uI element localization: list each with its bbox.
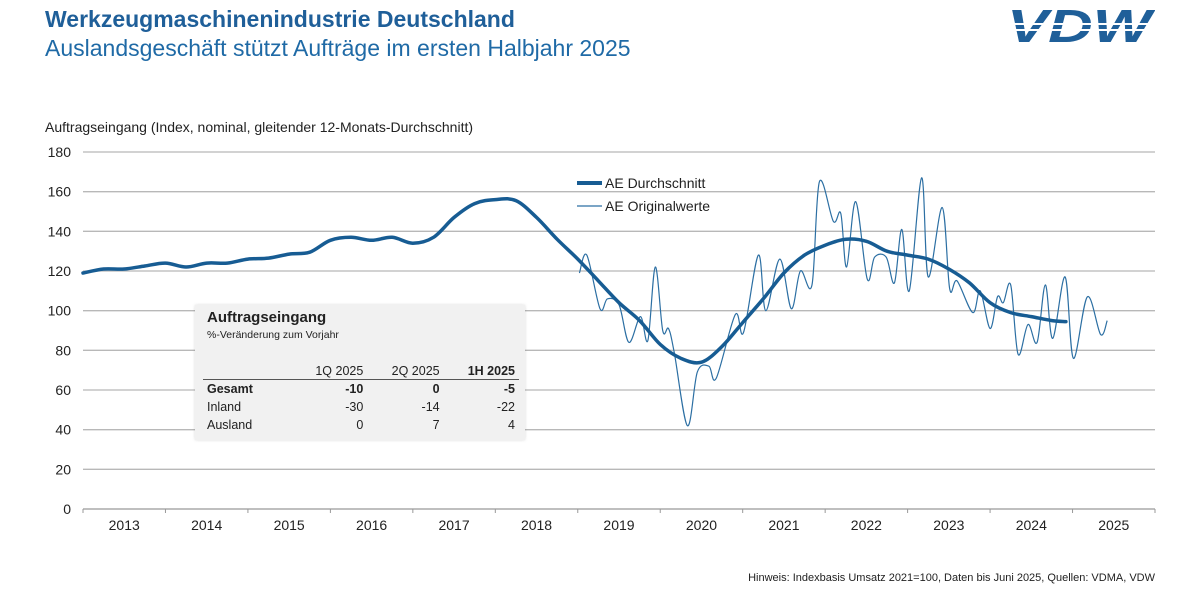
x-tick-label: 2018 [521, 517, 552, 533]
x-tick-label: 2023 [933, 517, 964, 533]
cell: -14 [421, 400, 440, 414]
vdw-logo: VDW [1005, 4, 1155, 46]
x-tick-label: 2025 [1098, 517, 1129, 533]
table-header-row: 1Q 2025 2Q 2025 1H 2025 [203, 362, 519, 380]
x-tick-label: 2019 [603, 517, 634, 533]
x-tick-label: 2013 [109, 517, 140, 533]
x-tick-label: 2024 [1016, 517, 1047, 533]
table-row: Ausland 0 7 4 [203, 416, 519, 434]
table-row: Inland -30 -14 -22 [203, 398, 519, 416]
series-line-ae-durchschnitt [81, 197, 1068, 365]
y-tick-label: 120 [48, 263, 72, 279]
x-tick-label: 2020 [686, 517, 717, 533]
cell: -22 [496, 400, 515, 414]
source-note: Hinweis: Indexbasis Umsatz 2021=100, Dat… [748, 572, 1155, 584]
chart-subtitle: Auslandsgeschäft stützt Aufträge im erst… [45, 35, 631, 61]
x-tick-label: 2022 [851, 517, 882, 533]
table-title: Auftragseingang [207, 309, 327, 326]
x-tick-label: 2017 [438, 517, 469, 533]
table: 1Q 2025 2Q 2025 1H 2025 Gesamt -10 0 -5 … [203, 362, 519, 434]
y-tick-label: 60 [55, 382, 71, 398]
legend-label-average: AE Durchschnitt [605, 175, 705, 191]
y-tick-label: 40 [55, 422, 71, 438]
order-intake-table: Auftragseingang %-Veränderung zum Vorjah… [195, 305, 525, 440]
row-label: Inland [207, 400, 242, 414]
row-label: Ausland [207, 418, 253, 432]
cell: -10 [345, 382, 364, 396]
y-tick-label: 0 [63, 501, 71, 517]
legend: AE Durchschnitt AE Originalwerte [577, 175, 710, 214]
x-tick-label: 2015 [274, 517, 305, 533]
cell: 0 [356, 418, 364, 432]
table-subtitle: %-Veränderung zum Vorjahr [207, 329, 339, 341]
legend-label-original: AE Originalwerte [605, 198, 710, 214]
row-label: Gesamt [207, 382, 253, 396]
cell: 7 [432, 418, 440, 432]
x-tick-label: 2014 [191, 517, 222, 533]
y-tick-label: 140 [48, 223, 72, 239]
table-row: Gesamt -10 0 -5 [203, 380, 519, 399]
column-header: 1Q 2025 [291, 362, 368, 380]
series-line-ae-originalwerte [578, 177, 1108, 427]
cell: -30 [345, 400, 364, 414]
y-tick-label: 20 [55, 461, 71, 477]
y-axis-label: Auftragseingang (Index, nominal, gleiten… [45, 119, 474, 135]
cell: 4 [508, 418, 515, 432]
y-tick-label: 160 [48, 184, 72, 200]
x-tick-label: 2016 [356, 517, 387, 533]
column-header: 1H 2025 [443, 362, 519, 380]
chart-title: Werkzeugmaschinenindustrie Deutschland [45, 6, 515, 32]
y-tick-label: 100 [48, 303, 72, 319]
column-header [203, 362, 291, 380]
cell: -5 [503, 382, 515, 396]
y-tick-label: 180 [48, 144, 72, 160]
column-header: 2Q 2025 [367, 362, 444, 380]
x-tick-label: 2021 [768, 517, 799, 533]
cell: 0 [432, 382, 440, 396]
y-tick-label: 80 [55, 342, 71, 358]
